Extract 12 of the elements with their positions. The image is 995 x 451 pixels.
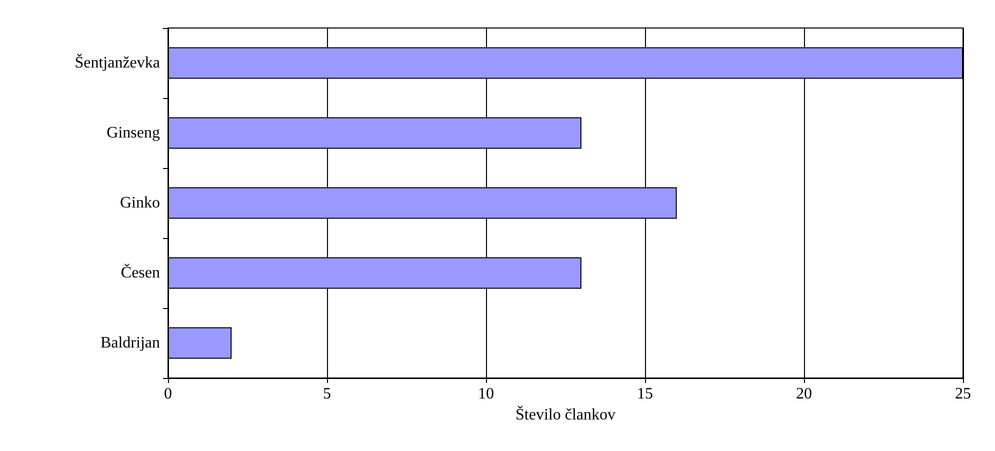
y-tick-label: Ginseng <box>106 124 160 142</box>
x-tick-label: 15 <box>637 386 653 402</box>
x-tick-label: 10 <box>478 386 494 402</box>
x-tick-label: 5 <box>323 386 331 402</box>
x-tick-label: 20 <box>796 386 812 402</box>
y-tick-label: Šentjanževka <box>74 54 160 72</box>
x-axis-title: Število člankov <box>516 405 616 424</box>
x-tick-label: 25 <box>955 386 971 402</box>
y-tick-label: Baldrijan <box>100 334 160 352</box>
y-tick-label: Česen <box>120 264 160 282</box>
x-tick-label: 0 <box>164 386 172 402</box>
y-tick-label: Ginko <box>120 194 160 212</box>
